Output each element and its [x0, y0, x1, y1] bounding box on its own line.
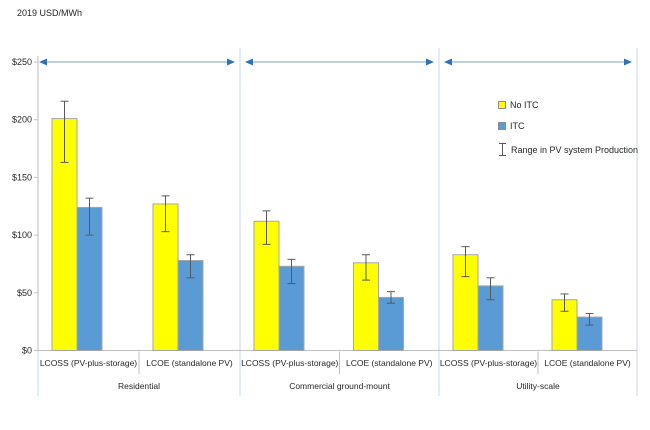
y-tick-label: $50: [17, 288, 32, 298]
bar: [177, 259, 204, 352]
itc-swatch-icon: [498, 122, 506, 130]
arrow-right-icon: [426, 58, 434, 66]
category-label: LCOSS (PV-plus-storage): [440, 358, 537, 368]
arrow-left-icon: [444, 58, 452, 66]
category-label: LCOSS (PV-plus-storage): [241, 358, 338, 368]
arrow-left-icon: [39, 58, 47, 66]
bar: [378, 296, 404, 351]
error-bar-icon: [499, 143, 506, 156]
y-tick-label: $0: [22, 346, 32, 356]
group-label: Commercial ground-mount: [289, 381, 390, 391]
y-axis-unit-label: 2019 USD/MWh: [17, 8, 83, 18]
y-tick-label: $100: [12, 230, 32, 240]
category-label: LCOE (standalone PV): [146, 358, 233, 368]
y-tick-label: $250: [12, 57, 32, 67]
legend-label: No ITC: [510, 100, 539, 110]
legend-item-range: Range in PV system Production: [498, 142, 638, 157]
group-label: Utility-scale: [516, 381, 560, 391]
category-label: LCOE (standalone PV): [544, 358, 631, 368]
y-tick-label: $150: [12, 172, 32, 182]
y-tick-label: $200: [12, 115, 32, 125]
legend-label: Range in PV system Production: [511, 144, 639, 155]
legend: No ITC ITC Range in PV system Production: [498, 100, 638, 157]
legend-item-no-itc: No ITC: [498, 100, 638, 110]
category-label: LCOE (standalone PV): [346, 358, 433, 368]
legend-label: ITC: [510, 121, 525, 131]
arrow-left-icon: [245, 58, 253, 66]
legend-item-itc: ITC: [498, 121, 638, 131]
group-label: Residential: [118, 381, 160, 391]
arrow-right-icon: [624, 58, 632, 66]
arrow-right-icon: [227, 58, 235, 66]
no-itc-swatch-icon: [498, 101, 506, 109]
category-label: LCOSS (PV-plus-storage): [40, 358, 137, 368]
